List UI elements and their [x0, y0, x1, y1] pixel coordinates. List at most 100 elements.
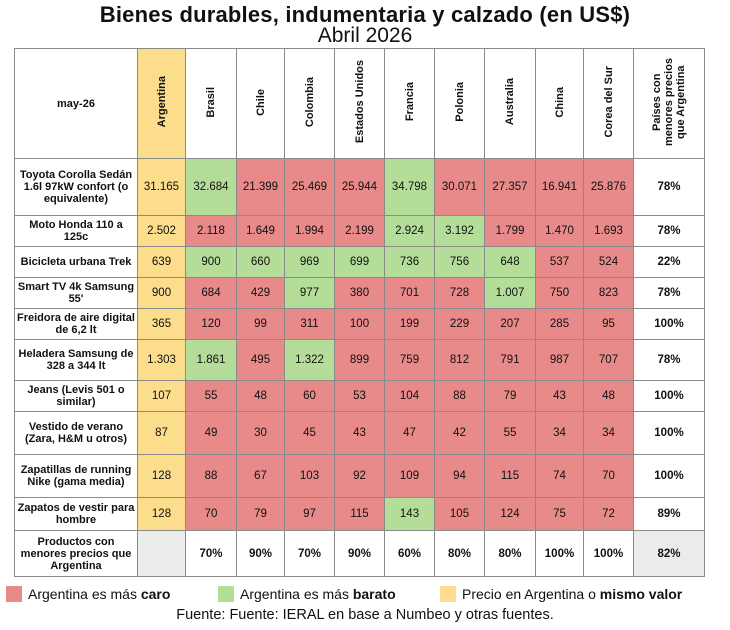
price-cell: 143: [384, 497, 435, 531]
price-cell: 88: [434, 380, 485, 412]
summary-cell: 90%: [236, 530, 285, 577]
price-table: may-26 Argentina Brasil Chile Colombia Estad…: [14, 48, 705, 577]
price-cell: 639: [137, 246, 186, 278]
price-cell: 1.799: [484, 215, 536, 247]
price-cell: 429: [236, 277, 285, 309]
corner-label: may-26: [14, 48, 138, 159]
price-cell: 115: [334, 497, 385, 531]
source-note: Fuente: Fuente: IERAL en base a Numbeo y…: [176, 607, 554, 623]
row-label: Toyota Corolla Sedán 1.6l 97kW confort (…: [14, 158, 138, 216]
price-cell: 1.322: [284, 339, 335, 381]
price-cell: 1.007: [484, 277, 536, 309]
row-label: Moto Honda 110 a 125c: [14, 215, 138, 247]
legend-mismo-bold: mismo valor: [599, 586, 683, 602]
price-cell: 736: [384, 246, 435, 278]
price-cell: 31.165: [137, 158, 186, 216]
price-cell: 72: [583, 497, 634, 531]
price-cell: 524: [583, 246, 634, 278]
col-header-label: Estados Unidos: [353, 60, 366, 144]
share-cell: 100%: [633, 380, 705, 412]
price-cell: 495: [236, 339, 285, 381]
share-cell: 100%: [633, 308, 705, 340]
price-cell: 1.994: [284, 215, 335, 247]
price-cell: 1.861: [185, 339, 237, 381]
share-cell: 22%: [633, 246, 705, 278]
price-cell: 27.357: [484, 158, 536, 216]
summary-cell: 80%: [484, 530, 536, 577]
price-cell: 115: [484, 454, 536, 498]
table-row: Smart TV 4k Samsung 55' 900 684 429 977 380 70…: [14, 277, 705, 309]
col-header-label: Chile: [254, 88, 267, 116]
price-cell: 812: [434, 339, 485, 381]
price-cell: 67: [236, 454, 285, 498]
price-cell: 48: [236, 380, 285, 412]
col-header-label: Corea del Sur: [602, 66, 615, 138]
price-cell: 537: [535, 246, 584, 278]
share-cell: 89%: [633, 497, 705, 531]
summary-share-cell: 82%: [633, 530, 705, 577]
price-cell: 900: [185, 246, 237, 278]
price-cell: 75: [535, 497, 584, 531]
price-cell: 55: [484, 411, 536, 455]
price-cell: 2.924: [384, 215, 435, 247]
col-header-label: Brasil: [205, 86, 217, 118]
summary-cell: 70%: [185, 530, 237, 577]
summary-label: Productos con menores precios que Argent…: [14, 530, 138, 577]
price-cell: 43: [334, 411, 385, 455]
price-cell: 124: [484, 497, 536, 531]
price-cell: 1.693: [583, 215, 634, 247]
col-header-6: Polonia: [434, 48, 485, 159]
chart-subtitle: Abril 2026: [317, 24, 413, 47]
summary-cell: 100%: [583, 530, 634, 577]
col-header-3: Colombia: [284, 48, 335, 159]
price-cell: 48: [583, 380, 634, 412]
price-cell: 107: [137, 380, 186, 412]
table-row: Toyota Corolla Sedán 1.6l 97kW confort (…: [14, 158, 705, 216]
summary-cell: 90%: [334, 530, 385, 577]
table-row: Jeans (Levis 501 o similar) 107 55 48 60 53 10…: [14, 380, 705, 412]
price-cell: 701: [384, 277, 435, 309]
summary-cell: [137, 530, 186, 577]
summary-cell: 100%: [535, 530, 584, 577]
share-cell: 100%: [633, 454, 705, 498]
price-cell: 92: [334, 454, 385, 498]
price-cell: 95: [583, 308, 634, 340]
price-cell: 380: [334, 277, 385, 309]
legend-barato-bold: barato: [352, 586, 396, 602]
price-cell: 30.071: [434, 158, 485, 216]
price-cell: 899: [334, 339, 385, 381]
table-row: Bicicleta urbana Trek 639 900 660 969 699 736 7…: [14, 246, 705, 278]
price-cell: 1.470: [535, 215, 584, 247]
price-cell: 99: [236, 308, 285, 340]
row-label: Heladera Samsung de 328 a 344 lt: [14, 339, 138, 381]
price-cell: 707: [583, 339, 634, 381]
price-cell: 207: [484, 308, 536, 340]
chart-title: Bienes durables, indumentaria y calzado …: [99, 2, 631, 27]
price-cell: 103: [284, 454, 335, 498]
price-cell: 285: [535, 308, 584, 340]
price-cell: 699: [334, 246, 385, 278]
share-cell: 78%: [633, 339, 705, 381]
price-cell: 109: [384, 454, 435, 498]
price-cell: 728: [434, 277, 485, 309]
row-label: Freidora de aire digital de 6,2 lt: [14, 308, 138, 340]
legend: Argentina es más caro Argentina es más b…: [6, 585, 726, 605]
row-label: Zapatos de vestir para hombre: [14, 497, 138, 531]
price-cell: 34: [535, 411, 584, 455]
price-cell: 87: [137, 411, 186, 455]
share-cell: 78%: [633, 277, 705, 309]
row-label: Vestido de verano (Zara, H&M u otros): [14, 411, 138, 455]
share-cell: 100%: [633, 411, 705, 455]
price-cell: 60: [284, 380, 335, 412]
summary-row: Productos con menores precios que Argent…: [14, 530, 705, 577]
price-cell: 45: [284, 411, 335, 455]
price-cell: 1.303: [137, 339, 186, 381]
price-cell: 70: [185, 497, 237, 531]
price-cell: 2.502: [137, 215, 186, 247]
price-cell: 25.876: [583, 158, 634, 216]
col-header-5: Francia: [384, 48, 435, 159]
share-cell: 78%: [633, 158, 705, 216]
price-cell: 128: [137, 454, 186, 498]
price-cell: 759: [384, 339, 435, 381]
share-cell: 78%: [633, 215, 705, 247]
